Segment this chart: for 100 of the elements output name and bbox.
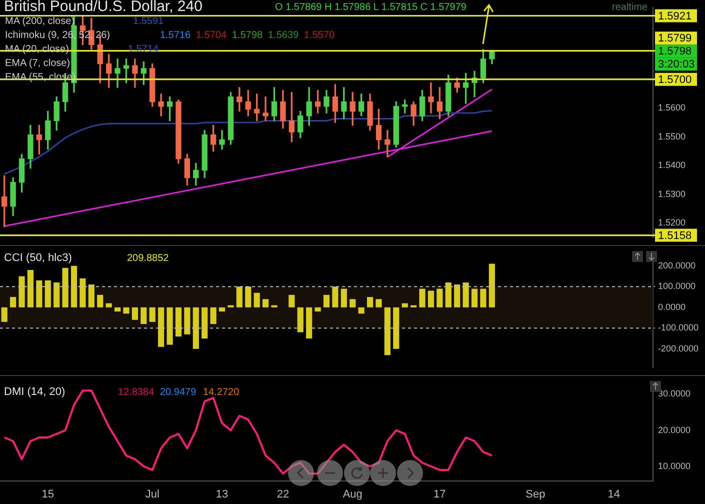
bar [114, 307, 121, 312]
y-tick-label: 30.0000 [658, 388, 691, 399]
annotation: 14.2720 [203, 386, 240, 399]
bar [350, 299, 356, 308]
x-tick-label: 17 [434, 488, 446, 500]
y-tick-label: 100.0000 [658, 281, 696, 292]
y-tick-label: 1.5400 [658, 160, 686, 170]
candlestick [262, 96, 268, 122]
bar [340, 288, 347, 308]
annotation: 1.5704 [196, 29, 227, 42]
bar [480, 288, 486, 308]
bar [210, 307, 216, 324]
bar [419, 288, 426, 308]
x-tick-label: 22 [276, 488, 290, 500]
x-tick-label: Aug [342, 488, 362, 500]
y-tick-label: 200.0000 [658, 260, 696, 270]
y-tick-label: 0.0000 [658, 302, 686, 312]
annotation: 20.9479 [160, 386, 196, 399]
annotation: 1.5639 [268, 29, 299, 42]
bar [236, 286, 242, 308]
ref-line-label: 1.5158 [658, 230, 692, 242]
y-tick-label: -200.0000 [658, 343, 699, 354]
annotation: EMA (7, close) [5, 57, 70, 70]
bar [54, 282, 60, 308]
bar [36, 280, 42, 308]
annotation: 12.8384 [118, 386, 154, 399]
x-tick-label: Jul [145, 488, 160, 500]
x-tick-label: Sep [526, 488, 546, 500]
bar [376, 299, 382, 308]
bar [70, 266, 78, 308]
bar [306, 307, 312, 339]
bar [428, 290, 434, 308]
bar [402, 303, 408, 308]
legend-label: 1.5799 [658, 32, 692, 45]
bar [314, 307, 321, 312]
annotation: 1.5798 [232, 29, 263, 42]
bar [158, 307, 164, 347]
bar [471, 288, 478, 308]
bar [358, 307, 364, 314]
y-tick-label: -100.0000 [658, 322, 699, 333]
bar [366, 297, 374, 308]
bar [332, 286, 338, 308]
bar [149, 307, 156, 322]
candlestick [428, 82, 434, 114]
y-tick-label: 20.0000 [658, 424, 691, 435]
bar [393, 307, 400, 349]
annotation: O 1.57869 H 1.57986 L 1.57815 C 1.57979 [275, 1, 466, 14]
bar [123, 307, 130, 314]
candlestick [114, 58, 120, 88]
bar [262, 299, 269, 308]
bar [454, 284, 460, 308]
bar [1, 307, 8, 322]
text: 3:20:03 [658, 58, 695, 71]
bar [27, 270, 34, 308]
bar [436, 288, 443, 308]
chart-title: CCI (50, hlc3) [4, 252, 72, 264]
bar [445, 282, 452, 308]
bar [88, 284, 94, 308]
bar [218, 307, 226, 312]
y-tick-label: 1.5200 [658, 218, 686, 228]
annotation: 1.5591 [133, 15, 164, 28]
annotation: realtime [612, 1, 648, 14]
candlestick [158, 94, 164, 116]
annotation: 209.8852 [127, 252, 169, 265]
annotation: 1.5716 [160, 29, 191, 42]
bar [97, 294, 104, 308]
annotation: 1.5798 [658, 46, 692, 58]
bar [18, 276, 25, 308]
y-tick-label: 1.5600 [658, 102, 686, 113]
bar [80, 278, 86, 308]
bar [297, 307, 304, 332]
bar [132, 307, 138, 320]
x-tick-label: 15 [42, 488, 54, 500]
bar [140, 307, 147, 324]
candlestick [236, 87, 242, 112]
y-tick-label: 1.5500 [658, 131, 686, 142]
bar [44, 280, 51, 308]
bar [62, 268, 68, 308]
x-tick-label: 13 [216, 488, 228, 500]
bar [384, 307, 390, 356]
bar [245, 286, 252, 308]
chart-title: DMI (14, 20) [4, 386, 66, 398]
bar [202, 307, 208, 339]
bar [166, 307, 173, 345]
ref-line-label: 1.5921 [658, 10, 692, 22]
annotation: 1.5570 [304, 29, 335, 42]
bar [192, 307, 199, 349]
bar [254, 292, 260, 308]
bar [184, 307, 190, 334]
bar [288, 294, 295, 308]
y-tick-label: 1.5300 [658, 188, 686, 199]
chart-title: British Pound/U.S. Dollar, 240 [4, 0, 202, 15]
bar [10, 297, 16, 308]
candlestick [384, 130, 390, 158]
bar [175, 307, 182, 336]
ref-line-label: 1.5700 [658, 74, 692, 86]
x-tick-label: 14 [608, 488, 620, 500]
y-tick-label: 10.0000 [658, 460, 691, 471]
bar [106, 303, 112, 308]
bar [462, 282, 469, 308]
